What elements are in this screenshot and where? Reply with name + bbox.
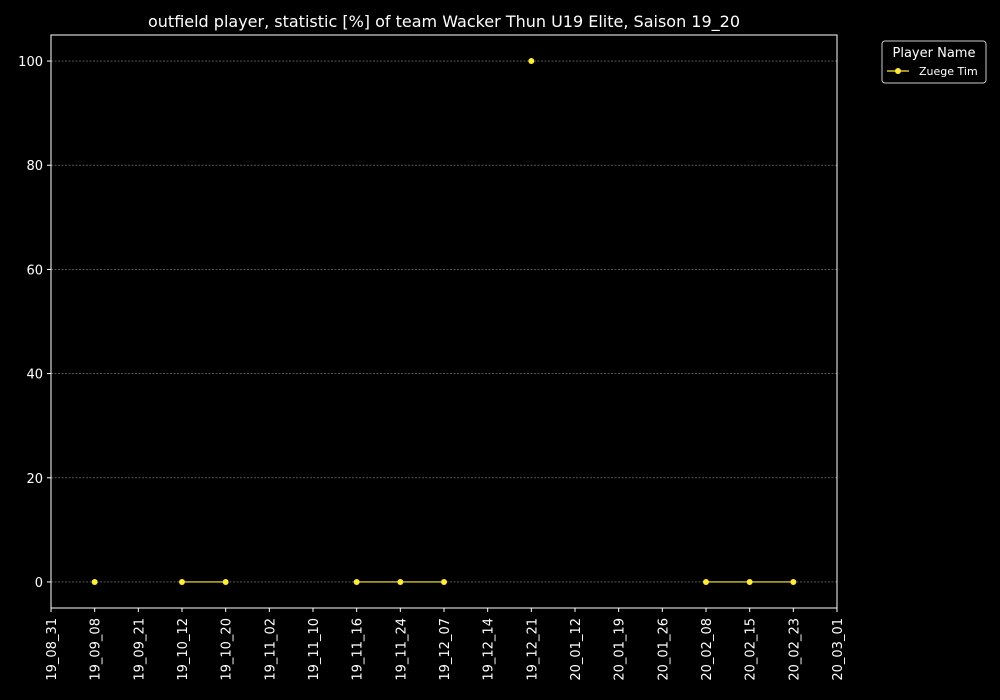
x-tick-label: 19_09_08 xyxy=(89,618,104,681)
data-point xyxy=(746,578,753,585)
legend-marker-zuege-tim xyxy=(895,68,901,74)
x-tick-label: 19_12_21 xyxy=(525,618,540,681)
x-tick-label: 19_11_24 xyxy=(394,618,409,681)
data-point xyxy=(790,578,797,585)
x-tick-label: 20_01_12 xyxy=(569,618,584,681)
y-tick-label: 20 xyxy=(26,472,43,487)
x-tick-label: 20_01_26 xyxy=(656,618,671,681)
data-point xyxy=(441,578,447,585)
y-tick-label: 80 xyxy=(26,159,43,174)
x-tick-label: 19_10_12 xyxy=(176,618,191,681)
x-tick-label: 19_11_10 xyxy=(307,618,322,681)
x-tick-label: 20_03_01 xyxy=(831,618,846,681)
data-point xyxy=(528,58,535,65)
x-tick-label: 20_02_23 xyxy=(787,618,802,681)
legend-label-zuege-tim: Zuege Tim xyxy=(919,65,978,78)
data-point xyxy=(353,578,360,585)
chart-title: outfield player, statistic [%] of team W… xyxy=(148,12,740,32)
y-tick-label: 40 xyxy=(26,368,43,383)
x-tick-label: 19_11_16 xyxy=(351,618,366,681)
x-tick-label: 19_12_07 xyxy=(438,618,453,681)
series-layer xyxy=(91,58,797,585)
legend-frame xyxy=(881,40,987,84)
x-tick-label: 19_08_31 xyxy=(45,618,60,681)
x-tick-label: 20_02_08 xyxy=(700,618,715,681)
data-point xyxy=(397,578,404,585)
y-tick-label: 60 xyxy=(26,263,43,278)
x-tick-label: 19_12_14 xyxy=(482,618,497,681)
x-tick-label: 19_09_21 xyxy=(132,618,147,681)
x-tick-label: 20_01_19 xyxy=(613,618,628,681)
data-point xyxy=(222,578,229,585)
legend-title: Player Name xyxy=(893,46,976,61)
ticks-layer: 0 20 40 60 80 100 19_08_31 19_09_08 19_09_21 19_1… xyxy=(18,55,846,681)
x-tick-label: 20_02_15 xyxy=(744,618,759,681)
y-tick-label: 100 xyxy=(18,55,43,70)
data-point xyxy=(179,578,185,585)
x-tick-label: 19_11_02 xyxy=(263,618,278,681)
legend: Player Name Zuege Tim xyxy=(881,40,987,84)
y-tick-label: 0 xyxy=(35,576,43,591)
data-point xyxy=(703,578,709,585)
data-point xyxy=(91,578,98,585)
x-tick-label: 19_10_20 xyxy=(220,618,235,681)
